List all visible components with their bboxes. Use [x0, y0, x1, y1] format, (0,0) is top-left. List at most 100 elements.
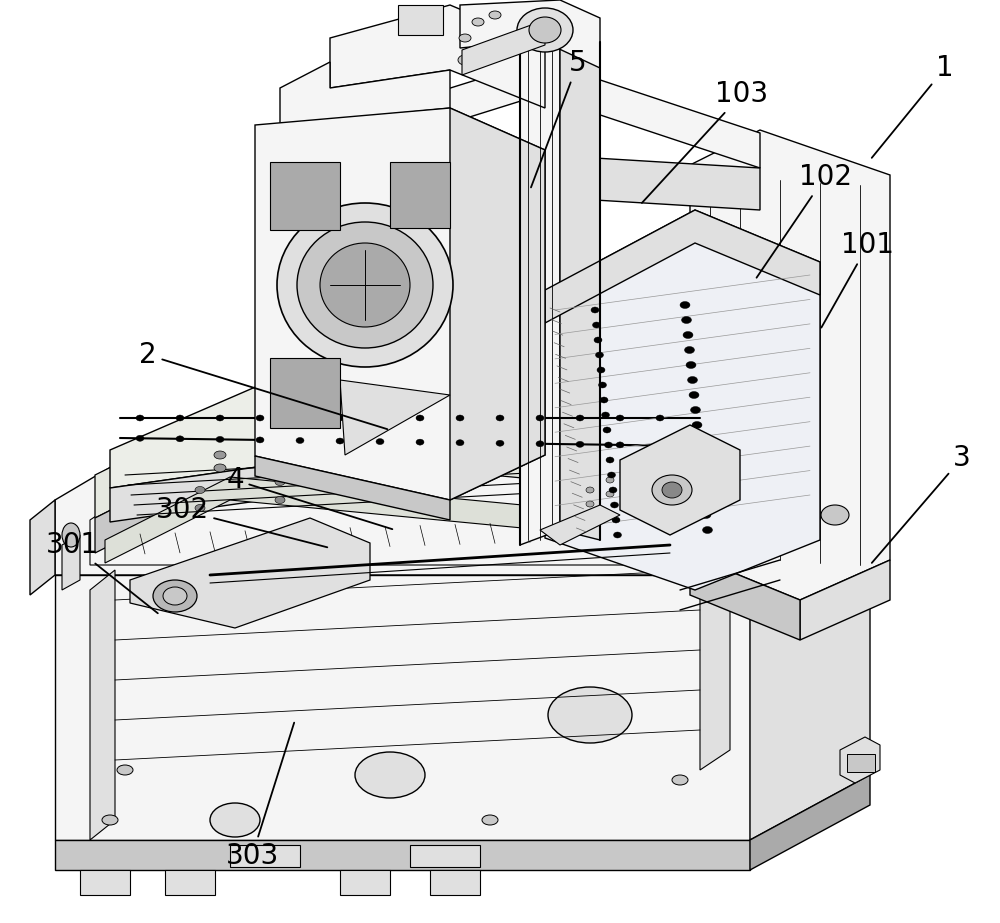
Polygon shape [530, 428, 680, 505]
Ellipse shape [598, 382, 606, 388]
Ellipse shape [484, 441, 496, 449]
Polygon shape [750, 775, 870, 870]
Ellipse shape [695, 451, 705, 459]
Polygon shape [80, 870, 130, 895]
Ellipse shape [686, 362, 696, 368]
Ellipse shape [672, 775, 688, 785]
Ellipse shape [256, 415, 264, 421]
Ellipse shape [536, 415, 544, 421]
Text: 101: 101 [821, 231, 895, 328]
Ellipse shape [297, 222, 433, 348]
Polygon shape [340, 870, 390, 895]
Polygon shape [270, 358, 340, 428]
Ellipse shape [517, 8, 573, 52]
Polygon shape [110, 428, 530, 522]
Ellipse shape [696, 466, 706, 473]
Ellipse shape [195, 486, 205, 494]
Polygon shape [560, 25, 600, 540]
Polygon shape [62, 535, 80, 590]
Ellipse shape [195, 505, 205, 511]
Ellipse shape [62, 523, 80, 547]
Ellipse shape [602, 412, 610, 418]
Ellipse shape [694, 437, 704, 443]
Ellipse shape [596, 352, 604, 358]
Bar [820, 545, 855, 575]
Ellipse shape [456, 439, 464, 446]
Ellipse shape [656, 442, 664, 449]
Polygon shape [430, 870, 480, 895]
Ellipse shape [576, 415, 584, 421]
Polygon shape [255, 108, 545, 500]
Text: 4: 4 [226, 466, 392, 529]
Ellipse shape [153, 580, 197, 612]
Ellipse shape [682, 317, 692, 323]
Polygon shape [55, 840, 750, 870]
Polygon shape [450, 108, 545, 500]
Ellipse shape [606, 457, 614, 463]
Ellipse shape [692, 422, 702, 428]
Polygon shape [95, 408, 700, 518]
Ellipse shape [614, 532, 622, 538]
Ellipse shape [275, 497, 285, 504]
Ellipse shape [608, 472, 616, 478]
Polygon shape [130, 518, 370, 628]
Ellipse shape [688, 377, 698, 383]
Bar [398, 5, 443, 35]
Ellipse shape [416, 439, 424, 445]
Ellipse shape [435, 464, 445, 472]
Text: 301: 301 [45, 531, 158, 613]
Ellipse shape [296, 415, 304, 421]
Ellipse shape [626, 482, 634, 488]
Ellipse shape [662, 482, 682, 498]
Polygon shape [620, 425, 740, 535]
Ellipse shape [690, 406, 700, 414]
Polygon shape [55, 435, 870, 575]
Ellipse shape [652, 475, 692, 505]
Ellipse shape [256, 437, 264, 443]
Polygon shape [270, 162, 340, 230]
Ellipse shape [117, 765, 133, 775]
Ellipse shape [680, 302, 690, 308]
Polygon shape [800, 560, 890, 640]
Ellipse shape [163, 587, 187, 605]
Ellipse shape [275, 478, 285, 485]
Polygon shape [750, 510, 870, 840]
Ellipse shape [576, 441, 584, 448]
Ellipse shape [210, 803, 260, 837]
Ellipse shape [355, 472, 365, 478]
Ellipse shape [489, 11, 501, 19]
Ellipse shape [594, 337, 602, 343]
Ellipse shape [458, 55, 472, 65]
Polygon shape [90, 460, 845, 565]
Ellipse shape [536, 441, 544, 447]
Ellipse shape [394, 447, 406, 455]
Ellipse shape [176, 436, 184, 442]
Ellipse shape [136, 415, 144, 421]
Ellipse shape [821, 505, 849, 525]
Ellipse shape [482, 815, 498, 825]
Polygon shape [255, 456, 450, 520]
Polygon shape [760, 520, 860, 630]
Ellipse shape [456, 415, 464, 421]
Polygon shape [520, 25, 560, 545]
Ellipse shape [604, 442, 612, 448]
Polygon shape [280, 62, 450, 125]
Ellipse shape [355, 489, 365, 497]
Ellipse shape [609, 487, 617, 493]
Ellipse shape [176, 415, 184, 421]
Polygon shape [30, 500, 55, 595]
Ellipse shape [616, 442, 624, 448]
Text: 5: 5 [531, 49, 587, 187]
Ellipse shape [496, 415, 504, 421]
Ellipse shape [700, 497, 710, 504]
Ellipse shape [515, 459, 525, 465]
Polygon shape [105, 477, 700, 563]
Polygon shape [840, 737, 880, 783]
Ellipse shape [304, 441, 316, 449]
Ellipse shape [416, 415, 424, 421]
Text: 2: 2 [139, 341, 387, 429]
Ellipse shape [376, 438, 384, 445]
Ellipse shape [698, 482, 708, 488]
Ellipse shape [304, 454, 316, 462]
Text: 302: 302 [155, 496, 327, 547]
